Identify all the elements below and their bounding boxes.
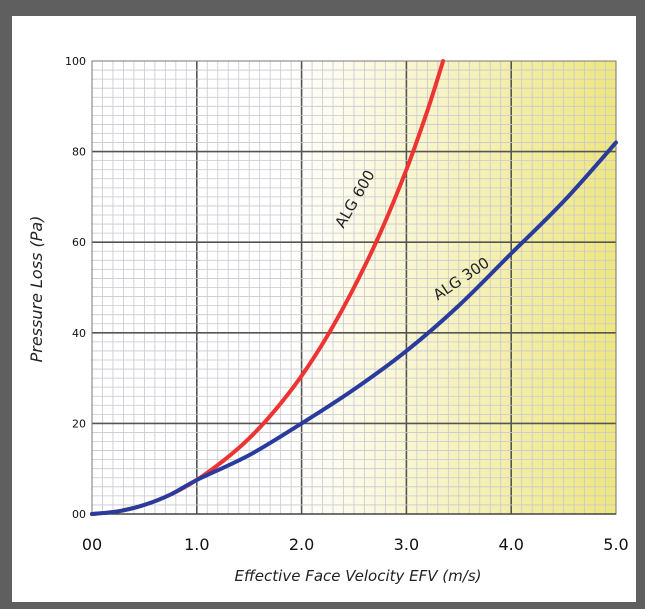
grid	[92, 61, 616, 514]
x-tick-label: 2.0	[289, 535, 314, 554]
series-layer	[90, 59, 618, 516]
y-tick-label: 40	[72, 327, 86, 340]
x-tick-label: 00	[82, 535, 102, 554]
axes: 00 1.0 2.0 3.0 4.0 5.0 00 20 40 60 80 100	[65, 55, 629, 554]
x-tick-label: 1.0	[184, 535, 209, 554]
y-tick-label: 100	[65, 55, 86, 68]
y-tick-label: 60	[72, 236, 86, 249]
x-tick-label: 3.0	[394, 535, 419, 554]
series-line-alg-300	[90, 140, 618, 516]
y-tick-label: 00	[72, 508, 86, 521]
x-axis-label: Effective Face Velocity EFV (m/s)	[235, 567, 482, 585]
chart-panel: 00 1.0 2.0 3.0 4.0 5.0 00 20 40 60 80 100 ALG 600 AL…	[12, 16, 636, 602]
y-tick-label: 80	[72, 146, 86, 159]
x-tick-label: 5.0	[603, 535, 628, 554]
y-tick-label: 20	[72, 417, 86, 430]
y-axis-label: Pressure Loss (Pa)	[27, 216, 46, 363]
x-tick-label: 4.0	[498, 535, 523, 554]
